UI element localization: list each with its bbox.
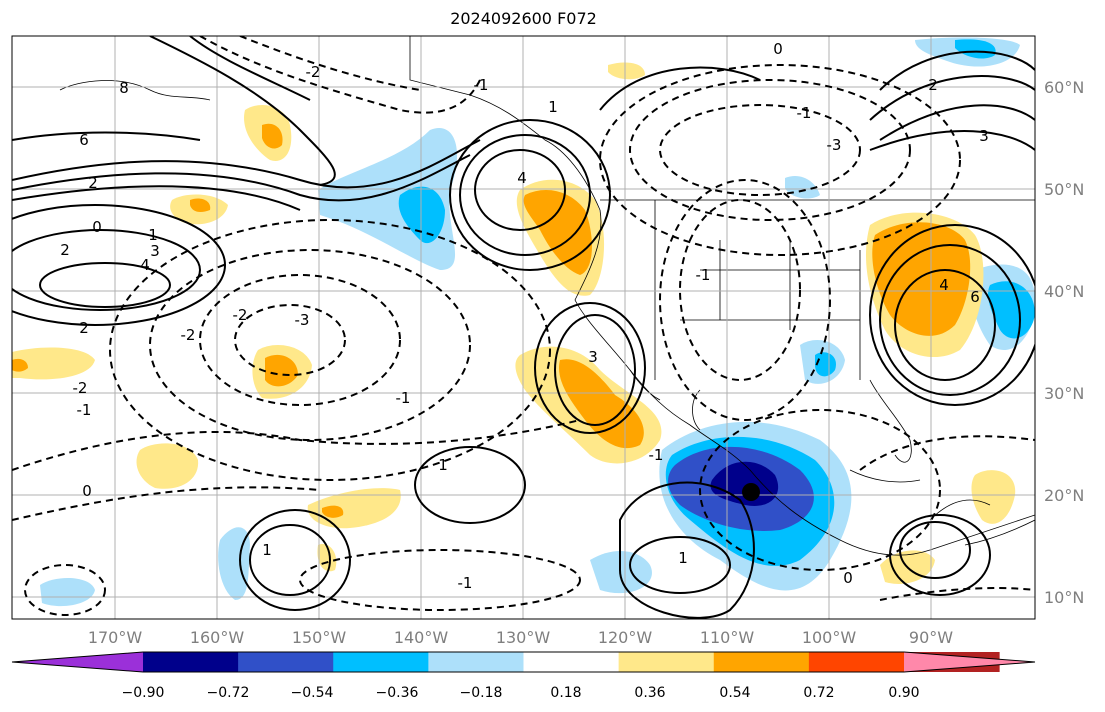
colorbar-extend-min [12, 652, 143, 672]
contour-label: -2 [181, 326, 196, 344]
contour-label: 6 [79, 131, 89, 149]
lon-label: 100°W [802, 628, 857, 647]
contour-label: -2 [306, 63, 321, 81]
colorbar-tick-label: −0.36 [376, 685, 419, 701]
colorbar-tick-label: 0.54 [719, 685, 750, 701]
dashed-contours [12, 36, 1035, 616]
lat-label: 40°N [1044, 282, 1084, 301]
gridlines [12, 36, 1035, 619]
colorbar-segment [238, 652, 334, 672]
contour-label: 1 [148, 226, 158, 244]
lon-label: 160°W [190, 628, 245, 647]
contour-label: 2 [88, 174, 98, 192]
lat-label: 60°N [1044, 78, 1084, 97]
contour-label: -3 [827, 136, 842, 154]
map-border [11, 35, 1036, 620]
lon-label: 90°W [909, 628, 953, 647]
shade-yellow [12, 347, 95, 380]
solid-contours [12, 36, 1035, 619]
lon-label: 120°W [598, 628, 653, 647]
lon-label: 130°W [496, 628, 551, 647]
colorbar-segment [143, 652, 239, 672]
colorbar-tick-label: −0.18 [460, 685, 503, 701]
colorbar-tick-label: −0.54 [291, 685, 334, 701]
contour-label: 2 [928, 76, 938, 94]
contour-label: -1 [474, 76, 489, 94]
contour-label: 2 [79, 319, 89, 337]
contour-label: 4 [939, 276, 949, 294]
shade-orange [559, 359, 644, 449]
contour-label: 1 [548, 98, 558, 116]
shade-orange [322, 505, 344, 518]
colorbar [11, 651, 1036, 673]
shade-orange [262, 123, 283, 149]
colorbar-extend-max [904, 652, 1035, 672]
shade-light-blue [40, 578, 95, 607]
contour-label: 0 [92, 218, 102, 236]
shade-yellow [136, 443, 199, 489]
contour-label: 3 [150, 242, 160, 260]
contour-label: 1 [678, 549, 688, 567]
shade-orange [12, 358, 28, 372]
contour-label: -1 [77, 401, 92, 419]
shade-orange [265, 354, 298, 387]
colorbar-segment [333, 652, 429, 672]
shade-blue [815, 352, 836, 377]
contour-label: 0 [82, 482, 92, 500]
colorbar-tick-label: 0.72 [803, 685, 834, 701]
shade-blue [988, 281, 1035, 339]
shade-orange [523, 190, 592, 275]
contour-label: -1 [396, 389, 411, 407]
shade-yellow [307, 488, 401, 529]
contour-label: 3 [588, 348, 598, 366]
colorbar-tick-label: 0.18 [550, 685, 581, 701]
colorbar-segment [428, 652, 524, 672]
contour-labels: 8 6 4 2 1 2 4 3 2 1 1 1 4 1 3 6 2 3 0 -1… [60, 40, 989, 592]
shade-yellow [608, 62, 645, 80]
colorbar-outline [11, 651, 1036, 673]
colorbar-tick-label: −0.90 [122, 685, 165, 701]
colorbar-tick-label: 0.36 [634, 685, 665, 701]
contour-label: -2 [233, 306, 248, 324]
lat-label: 10°N [1044, 588, 1084, 607]
lat-labels: 60°N 50°N 40°N 30°N 20°N 10°N [1044, 78, 1084, 607]
contour-label: -1 [696, 266, 711, 284]
shade-orange [190, 198, 211, 213]
map-title: 2024092600 F072 [450, 9, 597, 28]
lat-label: 20°N [1044, 486, 1084, 505]
lat-label: 30°N [1044, 384, 1084, 403]
contour-label: 0 [773, 40, 783, 58]
contour-label: 6 [970, 288, 980, 306]
colorbar-segment [713, 652, 810, 672]
contour-label: -2 [73, 379, 88, 397]
contour-label: 3 [979, 127, 989, 145]
colorbar-tick-label: −0.72 [207, 685, 250, 701]
shade-yellow [971, 470, 1016, 524]
lat-label: 50°N [1044, 180, 1084, 199]
lon-label: 110°W [700, 628, 755, 647]
contour-label: -1 [649, 446, 664, 464]
contour-label: 0 [843, 569, 853, 587]
shade-blue [955, 39, 996, 59]
contour-label: 2 [60, 241, 70, 259]
colorbar-segment [618, 652, 715, 672]
contour-label: 4 [517, 169, 527, 187]
contour-label: 8 [119, 79, 129, 97]
colorbar-tick-labels: −0.90 −0.72 −0.54 −0.36 −0.18 0.18 0.36 … [122, 685, 920, 701]
contour-label: 1 [438, 456, 448, 474]
colorbar-segment [808, 652, 905, 672]
contour-label: -1 [797, 104, 812, 122]
lon-label: 170°W [88, 628, 143, 647]
contour-label: 1 [262, 541, 272, 559]
lon-labels: 170°W 160°W 150°W 140°W 130°W 120°W 110°… [88, 628, 953, 647]
colorbar-tick-label: 0.90 [888, 685, 919, 701]
lon-label: 150°W [292, 628, 347, 647]
contour-label: -1 [458, 574, 473, 592]
location-marker [742, 483, 760, 501]
contour-label: -3 [295, 311, 310, 329]
contour-label: 4 [140, 256, 150, 274]
colorbar-segment [523, 652, 620, 672]
lon-label: 140°W [394, 628, 449, 647]
